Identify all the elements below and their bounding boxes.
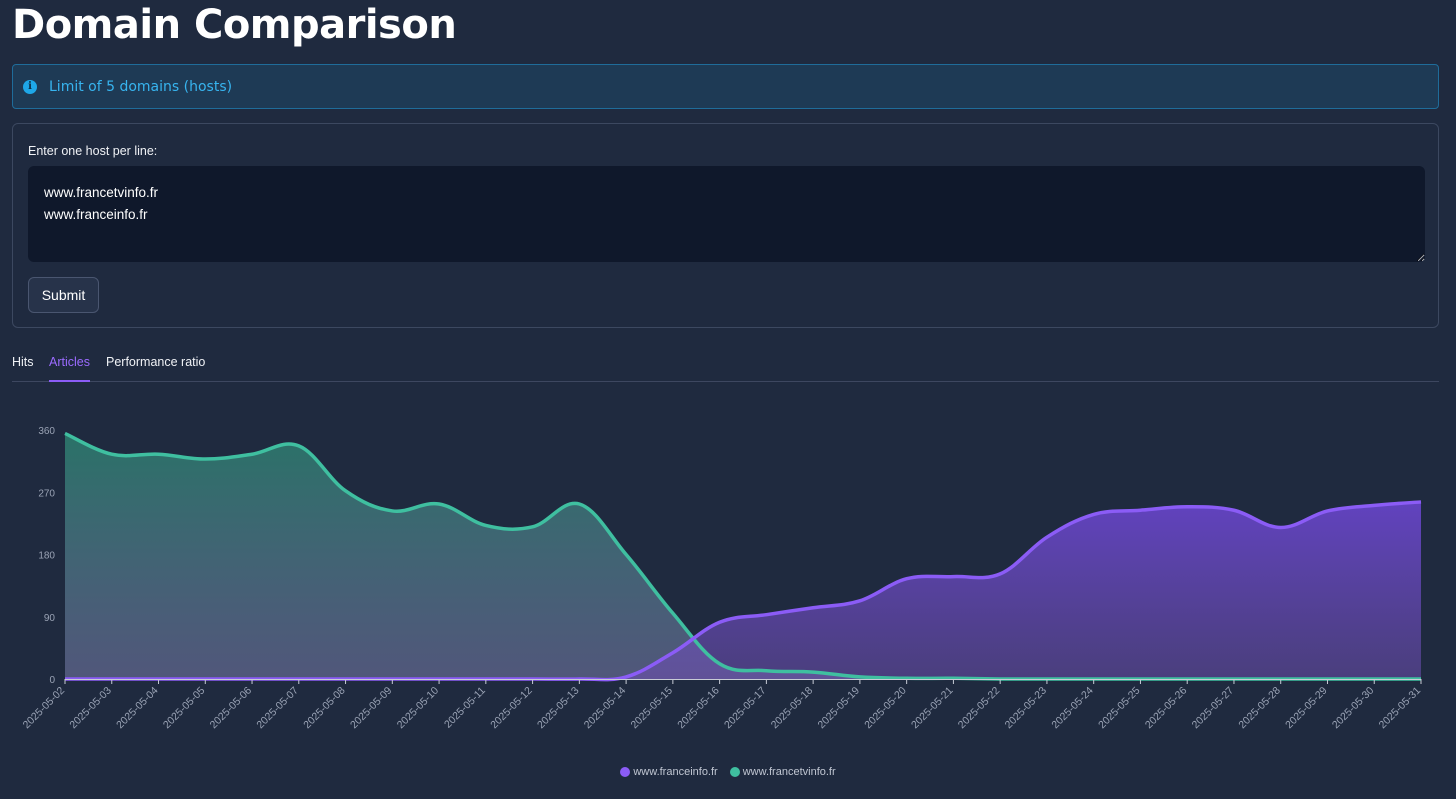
chart-legend: www.franceinfo.fr www.francetvinfo.fr xyxy=(0,766,1456,778)
x-tick-label: 2025-05-28 xyxy=(1236,685,1283,732)
x-tick-label: 2025-05-08 xyxy=(301,685,348,732)
legend-item-francetvinfo[interactable]: www.francetvinfo.fr xyxy=(729,766,836,778)
legend-label-franceinfo: www.franceinfo.fr xyxy=(633,766,718,778)
tab-bar: Hits Articles Performance ratio xyxy=(12,350,1439,382)
legend-dot-francetvinfo xyxy=(729,767,740,777)
submit-button[interactable]: Submit xyxy=(28,277,99,313)
x-tick-label: 2025-05-30 xyxy=(1330,685,1377,732)
y-tick-label: 360 xyxy=(38,426,55,437)
x-tick-label: 2025-05-14 xyxy=(582,685,629,732)
y-tick-label: 180 xyxy=(38,551,55,562)
y-tick-label: 90 xyxy=(44,613,56,624)
x-tick-label: 2025-05-24 xyxy=(1049,685,1096,732)
host-form: Enter one host per line: Submit xyxy=(12,123,1439,328)
host-input-label: Enter one host per line: xyxy=(28,144,158,158)
x-tick-label: 2025-05-06 xyxy=(208,685,255,732)
y-tick-label: 270 xyxy=(38,488,55,499)
x-tick-label: 2025-05-29 xyxy=(1283,685,1330,732)
host-textarea[interactable] xyxy=(28,166,1425,262)
x-tick-label: 2025-05-19 xyxy=(816,685,863,732)
tab-articles[interactable]: Articles xyxy=(49,355,90,382)
x-tick-label: 2025-05-05 xyxy=(161,685,208,732)
x-tick-label: 2025-05-09 xyxy=(348,685,395,732)
series-area-1 xyxy=(65,433,1421,680)
tab-hits[interactable]: Hits xyxy=(12,355,34,369)
x-tick-label: 2025-05-02 xyxy=(21,685,68,732)
x-tick-label: 2025-05-17 xyxy=(722,685,769,732)
x-tick-label: 2025-05-12 xyxy=(488,685,535,732)
x-tick-label: 2025-05-15 xyxy=(629,685,676,732)
x-tick-label: 2025-05-03 xyxy=(67,685,114,732)
x-tick-label: 2025-05-07 xyxy=(254,685,301,732)
x-tick-label: 2025-05-25 xyxy=(1096,685,1143,732)
x-tick-label: 2025-05-26 xyxy=(1143,685,1190,732)
x-tick-label: 2025-05-16 xyxy=(675,685,722,732)
articles-chart: 0 90 180 270 360 2025-05-02 2025-05-03 2025-05-… xyxy=(0,395,1456,799)
tab-performance-ratio[interactable]: Performance ratio xyxy=(106,355,206,369)
x-tick-label: 2025-05-22 xyxy=(956,685,1003,732)
series-area-0 xyxy=(65,501,1421,680)
info-alert: i Limit of 5 domains (hosts) xyxy=(12,64,1439,109)
x-tick-label: 2025-05-18 xyxy=(769,685,816,732)
info-icon: i xyxy=(23,79,37,94)
page-title: Domain Comparison xyxy=(12,2,457,48)
x-tick-label: 2025-05-31 xyxy=(1377,685,1424,732)
legend-dot-franceinfo xyxy=(620,767,631,777)
x-tick-label: 2025-05-20 xyxy=(862,685,909,732)
x-tick-label: 2025-05-13 xyxy=(535,685,582,732)
info-text: Limit of 5 domains (hosts) xyxy=(49,78,233,95)
x-tick-label: 2025-05-27 xyxy=(1190,685,1237,732)
legend-label-francetvinfo: www.francetvinfo.fr xyxy=(742,766,836,778)
x-tick-label: 2025-05-23 xyxy=(1003,685,1050,732)
y-tick-label: 0 xyxy=(49,675,55,686)
legend-item-franceinfo[interactable]: www.franceinfo.fr xyxy=(620,766,718,778)
x-tick-label: 2025-05-11 xyxy=(442,685,488,731)
x-tick-label: 2025-05-10 xyxy=(395,685,442,732)
x-tick-label: 2025-05-21 xyxy=(909,685,956,732)
x-tick-label: 2025-05-04 xyxy=(114,685,161,732)
